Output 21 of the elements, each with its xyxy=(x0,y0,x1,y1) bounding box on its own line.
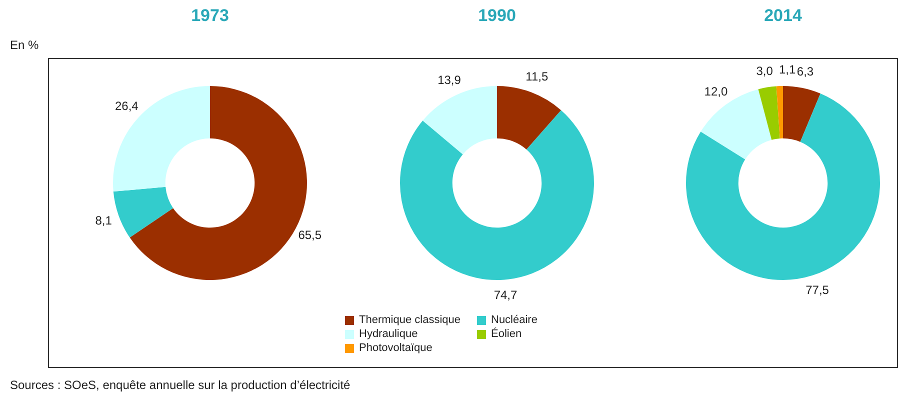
chart-title: 1973 xyxy=(190,6,230,26)
data-label: 74,7 xyxy=(494,288,518,302)
legend-label: Éolien xyxy=(490,328,523,340)
data-label: 8,1 xyxy=(95,213,112,228)
data-label: 12,0 xyxy=(704,84,728,98)
source-note: Sources : SOeS, enquête annuelle sur la production d’électricité xyxy=(10,378,350,392)
chart-title: 2014 xyxy=(763,6,803,26)
data-label: 26,4 xyxy=(114,99,139,113)
data-label: 13,9 xyxy=(438,72,462,87)
data-label: 65,5 xyxy=(298,228,322,242)
legend-label: Thermique classique xyxy=(358,314,462,326)
chart-title: 1990 xyxy=(477,6,517,26)
text: En % xyxy=(10,38,39,52)
legend-label: Nucléaire xyxy=(490,314,538,326)
legend-label: Photovoltaïque xyxy=(358,342,434,354)
data-label: 11,5 xyxy=(526,70,548,84)
data-label: 77,5 xyxy=(806,282,830,297)
data-label: 1,1 xyxy=(778,62,796,76)
legend-label: Hydraulique xyxy=(358,328,419,340)
data-label: 3,0 xyxy=(756,64,774,78)
data-label: 6,3 xyxy=(796,64,814,79)
